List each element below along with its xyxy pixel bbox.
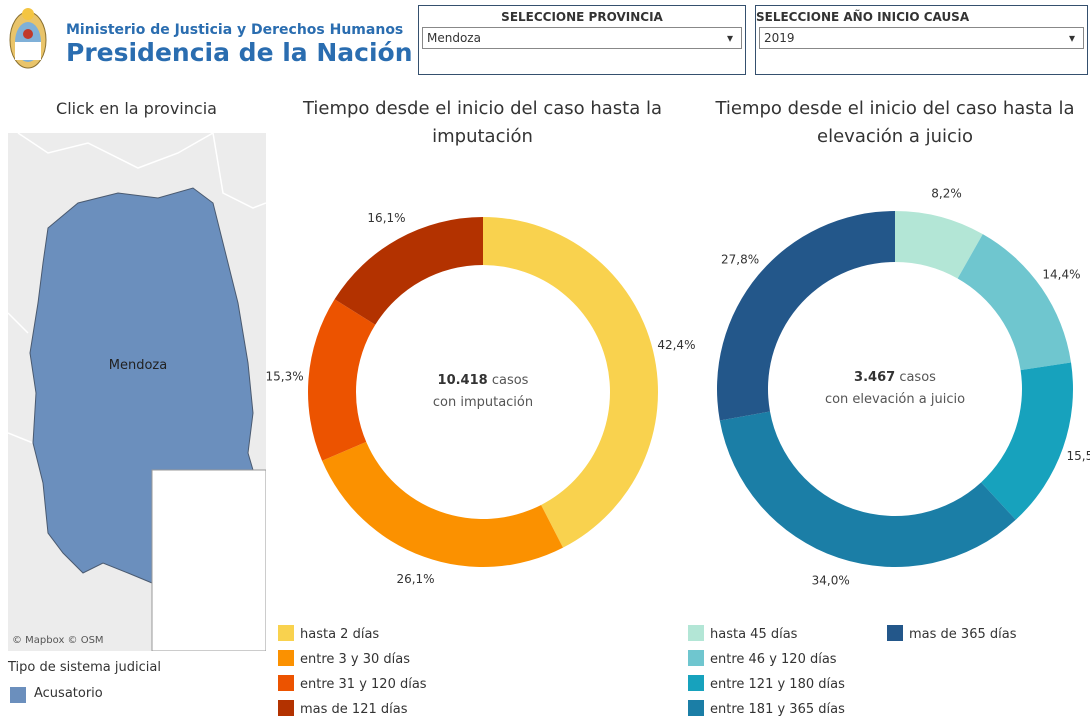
province-filter: SELECCIONE PROVINCIA Mendoza (418, 5, 746, 75)
province-label: Mendoza (109, 358, 167, 373)
donut-segment (483, 217, 659, 548)
legend-label: entre 31 y 120 días (300, 677, 427, 692)
legend-label: hasta 45 días (710, 627, 798, 642)
map-legend-item: Acusatorio (34, 686, 103, 701)
center-text: 10.418 casos (438, 373, 529, 388)
legend-label: mas de 121 días (300, 702, 408, 717)
legend-swatch (688, 675, 704, 691)
map-title: Click en la provincia (56, 99, 217, 118)
legend-swatch (688, 625, 704, 641)
center-value: 10.418 (438, 373, 488, 388)
presidency-name: Presidencia de la Nación (66, 38, 413, 67)
data-label: 14,4% (1042, 268, 1080, 282)
donut-segment (308, 299, 376, 461)
data-label: 42,4% (657, 338, 695, 352)
data-label: 15,3% (266, 370, 304, 384)
province-select[interactable]: Mendoza (422, 27, 742, 49)
legend-swatch (278, 675, 294, 691)
map[interactable]: Mendoza © Mapbox © OSM (8, 133, 266, 651)
center-unit: casos (492, 373, 529, 388)
legend-label: entre 3 y 30 días (300, 652, 410, 667)
donut-segment (895, 211, 983, 279)
legend-label: entre 46 y 120 días (710, 652, 837, 667)
legend-label: entre 181 y 365 días (710, 702, 845, 717)
center-value: 3.467 (854, 370, 895, 385)
chart-title: Tiempo desde el inicio del caso hasta la… (715, 98, 1075, 147)
data-label: 8,2% (931, 187, 962, 201)
year-select[interactable]: 2019 (759, 27, 1084, 49)
map-legend-title: Tipo de sistema judicial (8, 660, 161, 675)
legend-swatch (887, 625, 903, 641)
legend-swatch (278, 625, 294, 641)
attribution: © Mapbox © OSM (12, 635, 104, 646)
donut-segment (957, 234, 1072, 371)
donut-segment (322, 441, 564, 568)
data-label: 15,5% (1067, 449, 1090, 463)
data-label: 26,1% (396, 572, 434, 586)
donut-segment (717, 211, 895, 421)
center-text: 3.467 casos (854, 370, 936, 385)
center-caption: con imputación (433, 395, 533, 410)
logo (9, 8, 47, 69)
donut-segment (981, 362, 1073, 520)
center-unit: casos (899, 370, 936, 385)
donut-segment (719, 411, 1016, 567)
donut-segment (334, 217, 483, 325)
chart-title: Tiempo desde el inicio del caso hasta la… (302, 98, 663, 147)
map-legend-swatch (10, 687, 26, 703)
legend-swatch (278, 650, 294, 666)
legend-swatch (688, 650, 704, 666)
year-filter: SELECCIONE AÑO INICIO CAUSA 2019 (755, 5, 1088, 75)
data-label: 34,0% (812, 573, 850, 587)
data-label: 27,8% (721, 252, 759, 266)
legend-label: entre 121 y 180 días (710, 677, 845, 692)
center-caption: con elevación a juicio (825, 392, 965, 407)
filter-title: SELECCIONE AÑO INICIO CAUSA (756, 10, 970, 24)
legend-swatch (278, 700, 294, 716)
filter-title: SELECCIONE PROVINCIA (501, 10, 663, 24)
data-label: 16,1% (367, 211, 405, 225)
legend-label: hasta 2 días (300, 627, 379, 642)
ministry-name: Ministerio de Justicia y Derechos Humano… (66, 22, 404, 38)
legend-label: mas de 365 días (909, 627, 1017, 642)
legend-swatch (688, 700, 704, 716)
